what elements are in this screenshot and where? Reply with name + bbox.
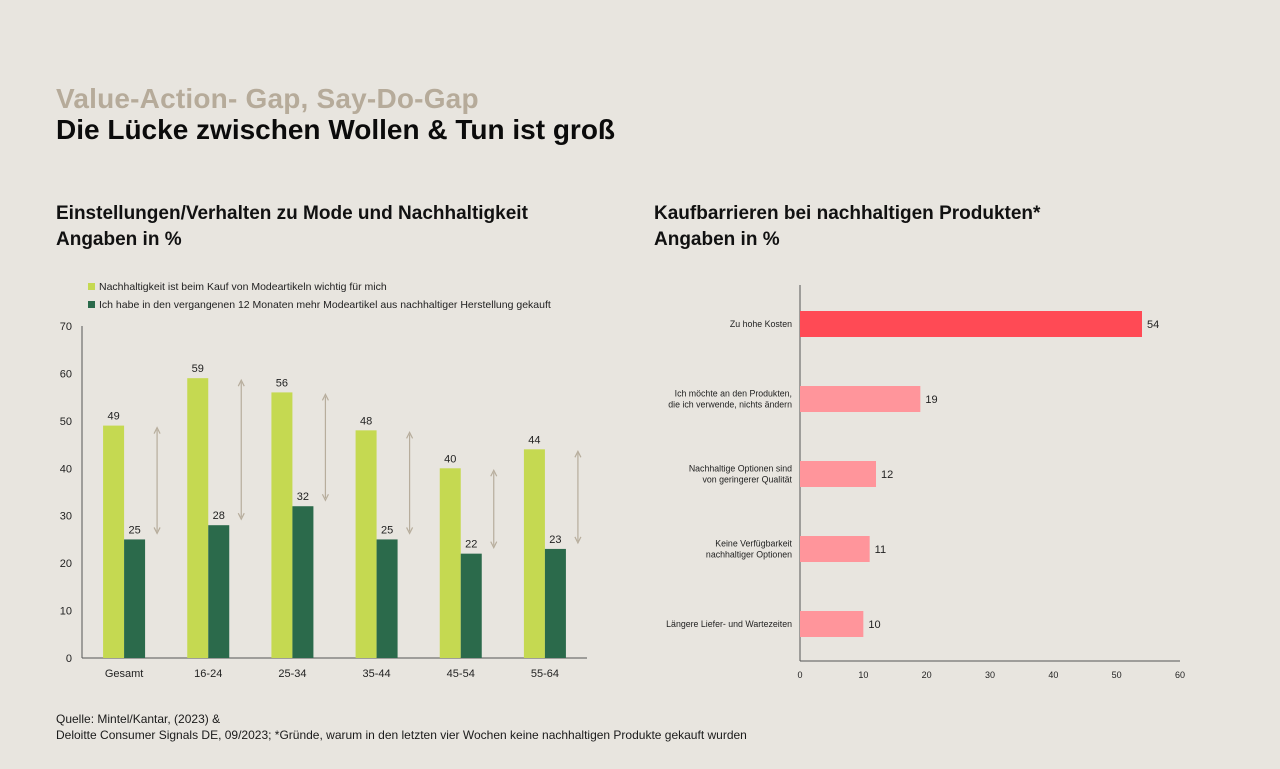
source-line2: Deloitte Consumer Signals DE, 09/2023; *… [56,728,747,742]
gap-arrow-head [406,431,414,439]
bar [800,536,870,562]
category-label: von geringerer Qualität [703,475,793,485]
gap-arrow-head [574,536,582,545]
right-chart-title-line2: Angaben in % [654,229,780,250]
kicker-title: Value-Action- Gap, Say-Do-Gap [56,83,479,114]
x-tick-label: 30 [985,670,995,680]
right-chart-title-line1: Kaufbarrieren bei nachhaltigen Produkten… [654,203,1041,224]
x-tick-label: 45-54 [447,668,475,680]
data-label: 40 [444,453,456,465]
bar [292,506,314,658]
x-tick-label: 35-44 [363,668,391,680]
data-label: 23 [549,534,561,546]
y-tick-label: 30 [60,511,72,523]
x-tick-label: 20 [922,670,932,680]
x-tick-label: 25-34 [278,668,306,680]
legend-swatch [88,283,95,290]
category-label: Nachhaltige Optionen sind [689,464,792,474]
gap-arrow-head [406,527,414,535]
data-label: 19 [925,394,937,406]
data-label: 59 [192,363,204,375]
gap-arrow-head [321,393,329,401]
data-label: 32 [297,491,309,503]
right-chart-title: Kaufbarrieren bei nachhaltigen Produkten… [654,201,1040,253]
bar [271,392,293,658]
data-label: 22 [465,539,477,551]
x-tick-label: 60 [1175,670,1185,680]
bar [103,425,125,658]
y-tick-label: 60 [60,368,72,380]
data-label: 28 [213,510,225,522]
y-tick-label: 40 [60,463,72,475]
data-label: 12 [881,469,893,481]
category-label: nachhaltiger Optionen [706,550,792,560]
bar [208,525,230,658]
horizontal-bar-chart: 0 10 20 30 40 50 60 54 Zu hohe Kosten 19 Ich möcht… [666,285,1185,680]
bar [376,539,398,658]
data-label: 10 [868,619,880,631]
bar [544,548,566,658]
gap-arrow-head [153,426,161,434]
x-tick-label: 50 [1112,670,1122,680]
x-tick-label: 0 [797,670,802,680]
legend-swatch [88,301,95,308]
y-tick-label: 50 [60,416,72,428]
bar [187,378,209,658]
data-label: 25 [381,524,393,536]
category-label: Zu hohe Kosten [730,319,792,329]
category-label: Ich möchte an den Produkten, [675,389,792,399]
x-tick-label: 40 [1048,670,1058,680]
source-line1: Quelle: Mintel/Kantar, (2023) & [56,712,221,726]
y-tick-label: 0 [66,653,72,665]
x-tick-label: 10 [858,670,868,680]
legend-label: Ich habe in den vergangenen 12 Monaten m… [99,299,551,311]
y-tick-label: 10 [60,606,72,618]
bar [355,430,377,658]
gap-arrow-head [490,541,498,549]
gap-arrow-head [153,527,161,535]
bar [800,461,876,487]
data-label: 56 [276,377,288,389]
gap-arrow-head [237,378,245,387]
bar [439,468,461,658]
left-chart-title-line1: Einstellungen/Verhalten zu Mode und Nach… [56,203,528,224]
x-tick-label: Gesamt [105,668,144,680]
source-note: Quelle: Mintel/Kantar, (2023) & Deloitte… [56,711,747,743]
bar [800,611,864,637]
data-label: 11 [875,544,886,556]
bar [800,311,1142,337]
left-chart-title: Einstellungen/Verhalten zu Mode und Nach… [56,201,528,253]
gap-arrow-head [237,512,245,521]
x-tick-label: 55-64 [531,668,559,680]
data-label: 54 [1147,319,1159,331]
category-label: die ich verwende, nichts ändern [668,400,792,410]
data-label: 48 [360,415,372,427]
bar [460,553,482,658]
data-label: 44 [528,434,540,446]
left-chart-title-line2: Angaben in % [56,229,182,250]
category-label: Keine Verfügbarkeit [715,539,792,549]
gap-arrow-head [321,493,329,502]
bar [124,539,146,658]
page-title: Die Lücke zwischen Wollen & Tun ist groß [56,114,616,145]
data-label: 25 [128,524,140,536]
y-tick-label: 20 [60,558,72,570]
category-label: Längere Liefer- und Wartezeiten [666,619,792,629]
x-tick-label: 16-24 [194,668,222,680]
data-label: 49 [107,411,119,423]
grouped-bar-chart: Nachhaltigkeit ist beim Kauf von Modeart… [60,281,587,680]
y-tick-label: 70 [60,321,72,333]
gap-arrow-head [490,468,498,477]
gap-arrow-head [574,449,582,458]
bar [523,449,545,658]
bar [800,386,921,412]
legend-label: Nachhaltigkeit ist beim Kauf von Modeart… [99,281,387,293]
